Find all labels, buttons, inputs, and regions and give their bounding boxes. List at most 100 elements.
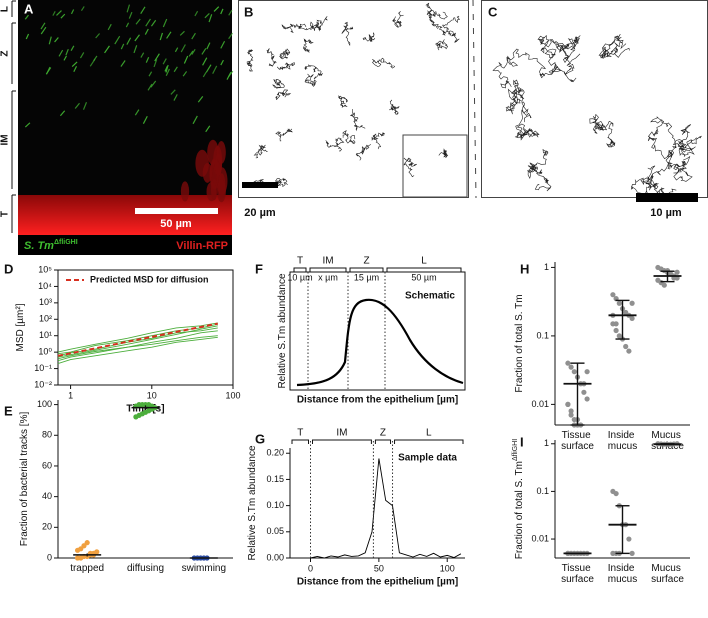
bacterium [142, 115, 148, 124]
caption: Villin-RFP [176, 240, 228, 252]
bacterium [48, 36, 52, 45]
scale-label: 10 µm [650, 207, 682, 219]
data-point [674, 269, 680, 275]
bacterium [202, 57, 208, 66]
track [672, 124, 702, 157]
data-point [584, 396, 590, 402]
bacterium [162, 18, 168, 28]
y-tick-label: 0.1 [536, 486, 549, 496]
y-tick-label: 60 [42, 460, 52, 470]
track [371, 132, 385, 150]
track [325, 137, 345, 152]
x-tick-label-line: surface [651, 574, 684, 585]
data-point [629, 315, 635, 322]
bacterium [79, 52, 85, 59]
x-tick-label: Tissue surface [561, 430, 594, 452]
inset-box [402, 134, 468, 198]
bacterium [192, 115, 198, 125]
y-axis-label-text: Relative S.Tm abundance [277, 273, 288, 389]
zone-label: Z [363, 256, 369, 267]
data-point [84, 540, 90, 546]
track [275, 128, 293, 142]
y-tick-label: 0.01 [531, 533, 549, 543]
bacterium [147, 83, 153, 91]
bacterium [204, 13, 210, 19]
bacterium [89, 58, 96, 67]
bacterium [180, 44, 186, 53]
plot-frame [289, 271, 466, 391]
bacterium [150, 80, 157, 88]
x-tick-label: swimming [182, 563, 226, 574]
bacterium [71, 61, 78, 67]
x-tick-label: trapped [70, 563, 104, 574]
bacterium [63, 55, 67, 61]
bacterium [80, 6, 85, 12]
track [341, 21, 354, 47]
schematic-curve [296, 298, 464, 387]
x-tick-label-line: Mucus [651, 430, 683, 441]
bacterium [148, 71, 153, 77]
y-tick-label: 0 [47, 552, 52, 562]
data-point [610, 292, 616, 298]
scale-label: 20 µm [244, 207, 276, 219]
y-tick-label: 0.01 [531, 399, 549, 409]
zone-bracket [293, 267, 307, 272]
panel-label: C [488, 4, 498, 19]
track [437, 15, 461, 36]
x-axis-label: Distance from the epithelium [µm] [297, 395, 458, 406]
y-tick-label: 40 [42, 491, 52, 501]
scale-bar [135, 208, 218, 214]
line-series [57, 322, 218, 353]
zone-bracket [394, 439, 464, 444]
bacterium [202, 71, 207, 78]
bacterium [191, 32, 196, 40]
bacterium [173, 94, 178, 101]
bacterium [228, 9, 233, 16]
scale-bar [636, 193, 698, 202]
bacterium [95, 33, 101, 39]
y-tick-label: 10⁻¹ [34, 363, 52, 373]
bacterium [188, 50, 194, 57]
x-tick-label-line: diffusing [127, 563, 164, 574]
data-point [565, 401, 571, 407]
scale-bar [242, 182, 278, 188]
track [275, 89, 292, 100]
track [362, 32, 376, 42]
line-series [57, 336, 218, 365]
y-axis-label: Fraction of total S. TmΔfliGHI [512, 439, 525, 559]
bacterium [65, 48, 69, 56]
y-axis-label: Fraction of total S. Tm [514, 294, 525, 392]
caption: S. TmΔfliGHI [24, 239, 78, 252]
line-series [57, 330, 218, 362]
y-axis-label-text: Fraction of total S. Tm [514, 461, 525, 559]
bacterium [134, 109, 140, 116]
bacterium [74, 102, 80, 109]
bacterium [212, 65, 218, 74]
track [514, 101, 540, 141]
line-series [57, 335, 218, 360]
track [304, 64, 323, 80]
x-tick-label: Tissue surface [561, 563, 594, 585]
track [392, 11, 404, 28]
x-tick-label: 10 [147, 390, 157, 400]
track [448, 30, 460, 44]
bacterium [126, 37, 132, 45]
x-tick-label-line: Mucus [651, 563, 683, 574]
bacterium [173, 66, 178, 73]
track [425, 2, 448, 20]
caption-bar [18, 235, 232, 255]
panel-label: I [520, 434, 524, 449]
x-tick-label: 100 [440, 563, 455, 573]
bacterium [165, 68, 170, 77]
y-tick-label: 10² [39, 314, 52, 324]
panel-label: G [255, 431, 265, 446]
y-axis-label: Fraction of bacterial tracks [%] [19, 412, 30, 547]
x-tick-label: diffusing [127, 563, 164, 574]
annotation: Sample data [398, 453, 457, 464]
caption-sup: ΔfliGHI [54, 239, 78, 246]
x-tick-label: Inside mucus [608, 563, 637, 585]
track [342, 130, 356, 145]
track [438, 148, 449, 158]
zone-width: x µm [318, 272, 338, 282]
bacterium [220, 8, 224, 15]
